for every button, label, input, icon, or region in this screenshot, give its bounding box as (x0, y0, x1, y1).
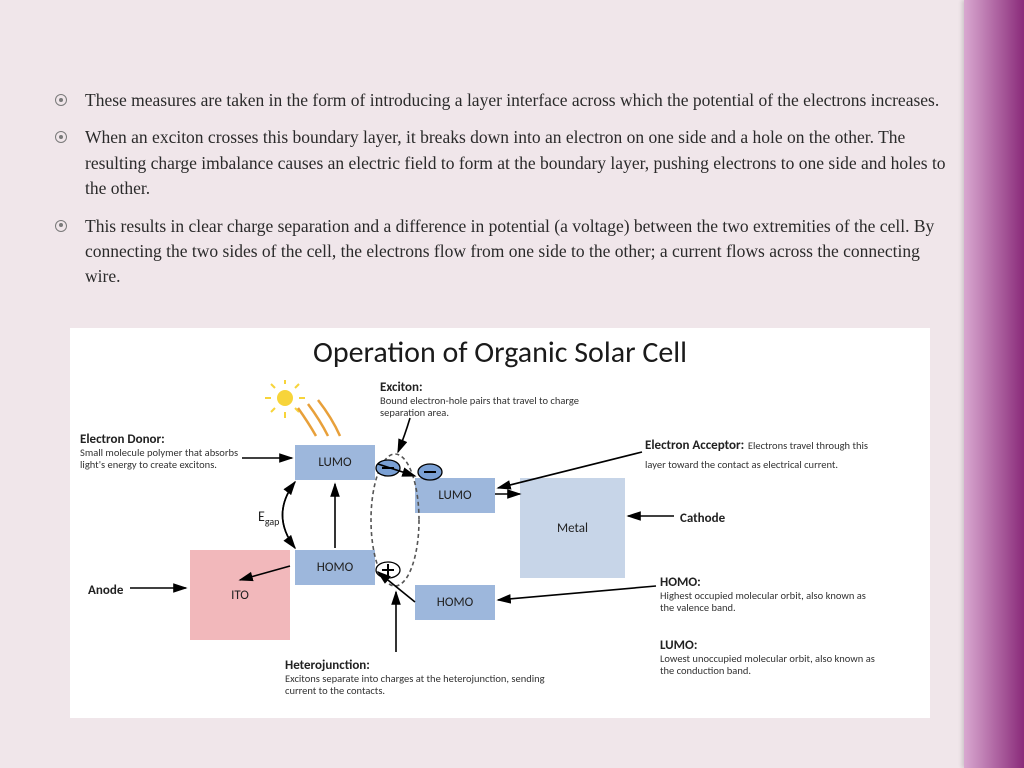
label-electron-donor: Electron Donor: Small molecule polymer t… (80, 432, 245, 471)
label-homo-def: HOMO: Highest occupied molecular orbit, … (660, 575, 880, 614)
box-metal: Metal (520, 478, 625, 578)
sun-icon (265, 380, 340, 436)
term: Cathode (680, 511, 725, 526)
label-anode: Anode (88, 580, 123, 599)
label-heterojunction: Heterojunction: Excitons separate into c… (285, 658, 555, 697)
egap-arrow (283, 482, 296, 548)
term: Electron Donor: (80, 432, 245, 447)
diagram: Operation of Organic Solar Cell ITO LUMO… (70, 328, 930, 718)
term: Anode (88, 583, 123, 598)
box-ito: ITO (190, 550, 290, 640)
desc: Lowest unoccupied molecular orbit, also … (660, 653, 890, 677)
bullet-item: This results in clear charge separation … (55, 214, 950, 290)
desc: Bound electron-hole pairs that travel to… (380, 395, 580, 419)
diagram-canvas: ITO LUMO HOMO LUMO HOMO Metal Egap Elect… (70, 380, 930, 718)
slide: These measures are taken in the form of … (0, 0, 1024, 768)
arrow-lumo-to-lumo (378, 464, 415, 476)
label-lumo-def: LUMO: Lowest unoccupied molecular orbit,… (660, 638, 890, 677)
desc: Excitons separate into charges at the he… (285, 673, 555, 697)
desc: Highest occupied molecular orbit, also k… (660, 590, 880, 614)
term: Electron Acceptor: (645, 438, 744, 453)
bullet-list: These measures are taken in the form of … (55, 88, 950, 290)
arrow-homo-def (498, 586, 656, 600)
egap-e: E (258, 508, 265, 525)
arrow-homo-right-to-left (378, 572, 415, 602)
term: LUMO: (660, 638, 890, 653)
arrow-exciton (398, 418, 410, 452)
desc: Small molecule polymer that absorbs ligh… (80, 447, 245, 471)
term: Exciton: (380, 380, 580, 395)
bullet-item: When an exciton crosses this boundary la… (55, 125, 950, 201)
slide-content: These measures are taken in the form of … (55, 88, 950, 302)
egap-sub: gap (265, 515, 280, 528)
hole-icon (376, 562, 400, 578)
term: HOMO: (660, 575, 880, 590)
diagram-title: Operation of Organic Solar Cell (70, 334, 930, 371)
label-cathode: Cathode (680, 508, 725, 527)
bullet-item: These measures are taken in the form of … (55, 88, 950, 113)
label-electron-acceptor: Electron Acceptor: Electrons travel thro… (645, 435, 885, 473)
egap-label: Egap (258, 508, 279, 528)
box-homo-left: HOMO (295, 550, 375, 585)
label-exciton: Exciton: Bound electron-hole pairs that … (380, 380, 580, 419)
accent-gradient (964, 0, 1024, 768)
box-lumo-left: LUMO (295, 445, 375, 480)
term: Heterojunction: (285, 658, 555, 673)
box-lumo-right: LUMO (415, 478, 495, 513)
box-homo-right: HOMO (415, 585, 495, 620)
electron-icon (376, 460, 400, 476)
exciton-ellipse (371, 454, 419, 586)
